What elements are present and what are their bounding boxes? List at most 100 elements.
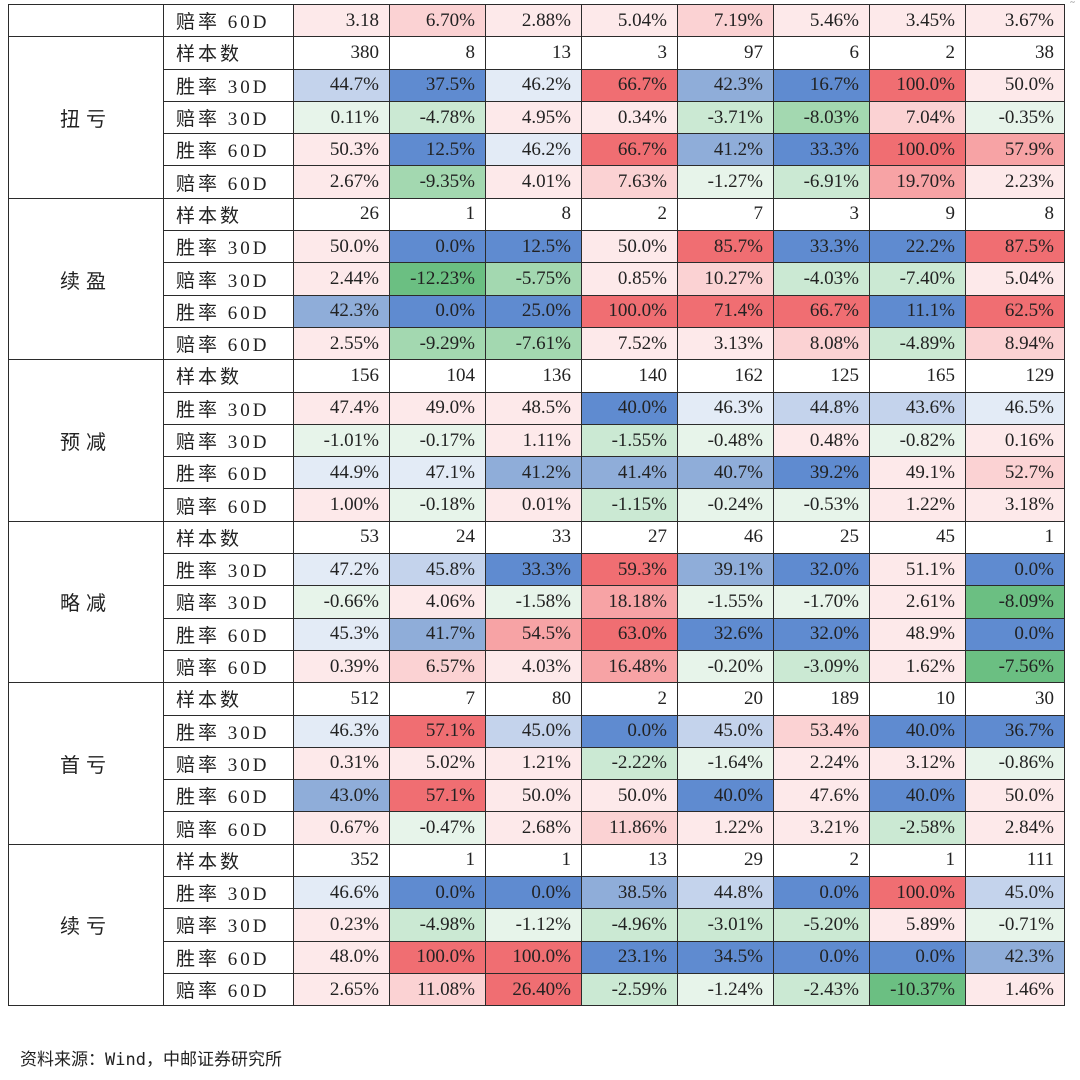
value-cell: 2.88% xyxy=(485,3,582,38)
value-cell: 5.02% xyxy=(389,746,486,781)
metric-label: 胜率 60D xyxy=(163,940,294,974)
group-label: 预减 xyxy=(8,359,164,522)
value-cell: 25.0% xyxy=(485,294,582,328)
value-cell: 0.0% xyxy=(869,940,966,974)
table-row: 胜率 60D 48.0% 100.0% 100.0% 23.1% 34.5% 0.0% 0.0… xyxy=(9,940,1065,974)
value-cell: 6.57% xyxy=(389,649,486,684)
value-cell: 50.0% xyxy=(293,230,390,264)
value-cell: 2 xyxy=(581,197,678,232)
value-cell: 43.0% xyxy=(293,779,390,813)
metric-label: 胜率 60D xyxy=(163,779,294,813)
value-cell: 40.0% xyxy=(869,779,966,813)
value-cell: 380 xyxy=(293,36,390,70)
value-cell: -1.15% xyxy=(581,488,678,522)
metric-label: 胜率 60D xyxy=(163,617,294,651)
value-cell: -2.59% xyxy=(581,972,678,1007)
value-cell: 34.5% xyxy=(677,940,774,974)
value-cell: -0.20% xyxy=(677,649,774,684)
value-cell: 100.0% xyxy=(389,940,486,974)
value-cell: 41.2% xyxy=(677,133,774,167)
value-cell: -3.71% xyxy=(677,100,774,135)
value-cell: 5.89% xyxy=(869,908,966,942)
value-cell: 18.18% xyxy=(581,585,678,619)
value-cell: 32.0% xyxy=(773,553,870,587)
value-cell: 8 xyxy=(389,36,486,70)
value-cell: -1.27% xyxy=(677,165,774,199)
value-cell: -5.20% xyxy=(773,908,870,942)
value-cell: 2.67% xyxy=(293,165,390,199)
metric-label: 样本数 xyxy=(163,359,294,393)
value-cell: 41.4% xyxy=(581,456,678,490)
value-cell: 50.0% xyxy=(485,779,582,813)
metric-label: 赔率 60D xyxy=(163,165,294,199)
value-cell: 165 xyxy=(869,359,966,393)
value-cell: 22.2% xyxy=(869,230,966,264)
value-cell: 12.5% xyxy=(389,133,486,167)
value-cell: 9 xyxy=(869,197,966,232)
metric-label: 赔率 30D xyxy=(163,262,294,296)
value-cell: 50.0% xyxy=(581,230,678,264)
value-cell: -1.58% xyxy=(485,585,582,619)
value-cell: 1 xyxy=(389,197,486,232)
value-cell: 2.84% xyxy=(965,811,1065,845)
metric-label: 样本数 xyxy=(163,520,294,555)
value-cell: 46.3% xyxy=(293,714,390,748)
value-cell: 3.45% xyxy=(869,3,966,38)
value-cell: 50.0% xyxy=(965,779,1065,813)
value-cell: -0.47% xyxy=(389,811,486,845)
value-cell: -10.37% xyxy=(869,972,966,1007)
value-cell: -0.35% xyxy=(965,100,1065,135)
value-cell: -7.56% xyxy=(965,649,1065,684)
value-cell: 46.2% xyxy=(485,68,582,102)
value-cell: 2.68% xyxy=(485,811,582,845)
value-cell: 32.0% xyxy=(773,617,870,651)
value-cell: 45.0% xyxy=(485,714,582,748)
value-cell: 100.0% xyxy=(485,940,582,974)
value-cell: 0.0% xyxy=(773,940,870,974)
value-cell: 71.4% xyxy=(677,294,774,328)
value-cell: 46 xyxy=(677,520,774,555)
table-row: 续亏 样本数 352 1 1 13 29 2 1 111 xyxy=(8,843,1065,1007)
value-cell: 47.1% xyxy=(389,456,486,490)
value-cell: 47.4% xyxy=(293,391,390,425)
value-cell: -1.55% xyxy=(677,585,774,619)
value-cell: 100.0% xyxy=(869,876,966,910)
value-cell: 0.85% xyxy=(581,262,678,296)
metric-label: 胜率 30D xyxy=(163,68,294,102)
value-cell: 25 xyxy=(773,520,870,555)
value-cell: -1.55% xyxy=(581,423,678,458)
metric-label: 赔率 30D xyxy=(163,100,294,135)
value-cell: 39.2% xyxy=(773,456,870,490)
metric-label: 胜率 60D xyxy=(163,456,294,490)
value-cell: -0.24% xyxy=(677,488,774,522)
metric-label: 胜率 30D xyxy=(163,714,294,748)
winrate-odds-table: 赔率 60D 3.18 6.70% 2.88% 5.04% 7.19% 5.46% 3.45%… xyxy=(8,3,1065,1007)
value-cell: 10.27% xyxy=(677,262,774,296)
value-cell: 36.7% xyxy=(965,714,1065,748)
value-cell: -4.78% xyxy=(389,100,486,135)
value-cell: 23.1% xyxy=(581,940,678,974)
metric-label: 赔率 60D xyxy=(163,3,294,38)
value-cell: 136 xyxy=(485,359,582,393)
value-cell: -6.91% xyxy=(773,165,870,199)
table-row: 预减 样本数 156 104 136 140 162 125 165 129 xyxy=(8,359,1065,522)
value-cell: -0.82% xyxy=(869,423,966,458)
value-cell: 48.5% xyxy=(485,391,582,425)
value-cell: -12.23% xyxy=(389,262,486,296)
value-cell: 0.0% xyxy=(485,876,582,910)
table-row: 略减 样本数 53 24 33 27 46 25 45 1 xyxy=(8,520,1065,684)
value-cell: 42.3% xyxy=(965,940,1065,974)
value-cell: 52.7% xyxy=(965,456,1065,490)
metric-label: 胜率 60D xyxy=(163,133,294,167)
group-label: 首亏 xyxy=(8,682,164,845)
value-cell: 111 xyxy=(965,843,1065,878)
value-cell: -4.89% xyxy=(869,326,966,361)
value-cell: 45.3% xyxy=(293,617,390,651)
value-cell: 39.1% xyxy=(677,553,774,587)
value-cell: 49.1% xyxy=(869,456,966,490)
value-cell: -3.09% xyxy=(773,649,870,684)
value-cell: -1.70% xyxy=(773,585,870,619)
value-cell: 41.7% xyxy=(389,617,486,651)
table-row: 赔率 60D 1.00% -0.18% 0.01% -1.15% -0.24% -0.53%… xyxy=(9,488,1065,522)
value-cell: 1 xyxy=(389,843,486,878)
